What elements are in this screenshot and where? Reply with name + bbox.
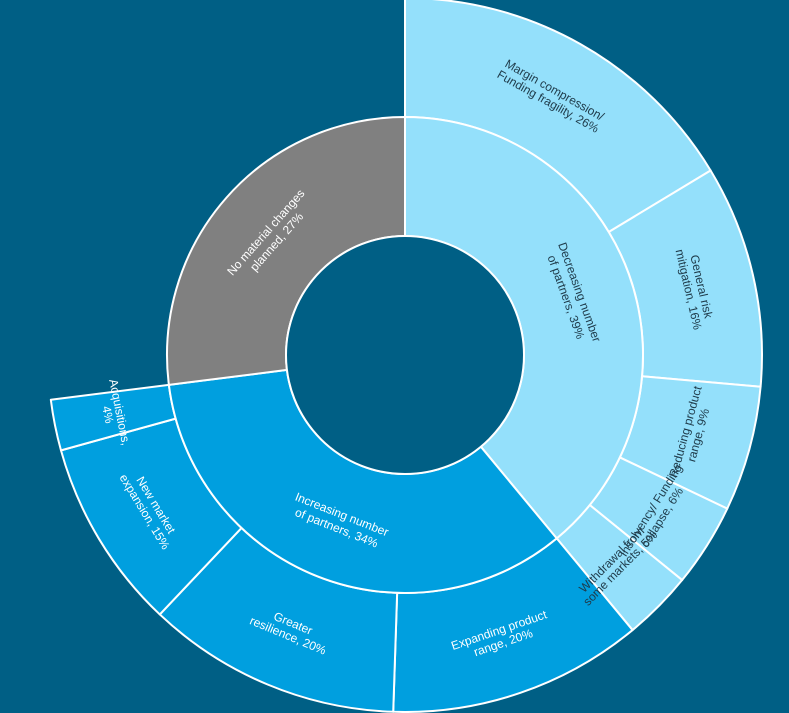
center-hole (285, 235, 525, 475)
inner-ring (166, 116, 644, 594)
outer-ring (49, 0, 763, 713)
